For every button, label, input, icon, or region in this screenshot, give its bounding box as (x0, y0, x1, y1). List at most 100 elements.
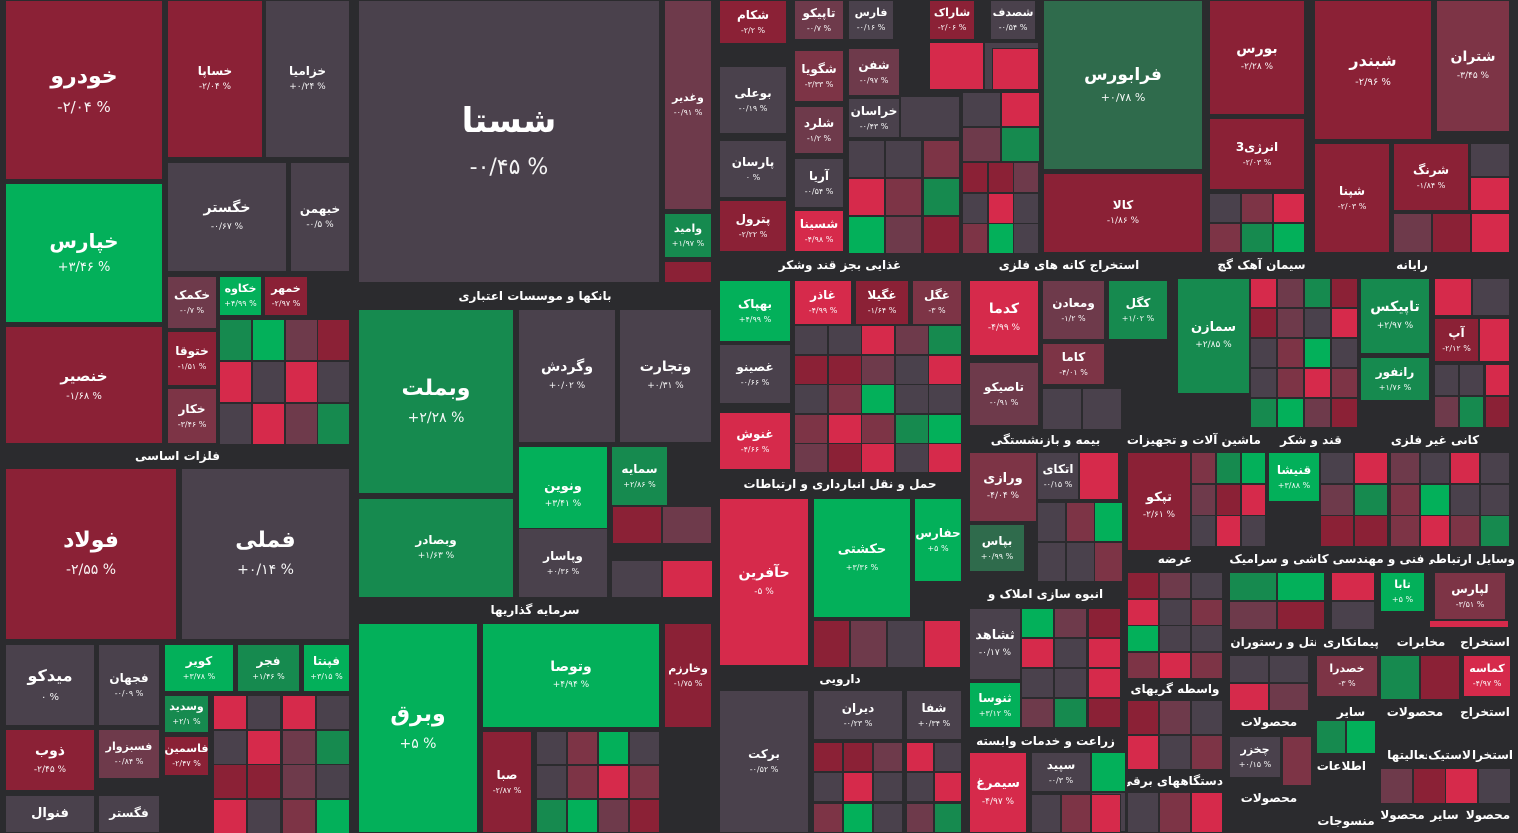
stock-tile-small[interactable] (1127, 735, 1159, 770)
stock-tile-small[interactable] (895, 355, 929, 385)
stock-tile[interactable]: شکام -۲/۲ % (719, 0, 787, 44)
stock-tile-small[interactable] (213, 799, 247, 833)
stock-tile-small[interactable] (828, 384, 862, 414)
stock-tile[interactable]: کماسه -۴/۹۷ % (1463, 655, 1511, 697)
stock-tile-small[interactable] (1320, 515, 1354, 547)
stock-tile-small[interactable] (988, 223, 1014, 254)
stock-tile[interactable]: شسینا -۴/۹۸ % (794, 210, 844, 252)
stock-tile-small[interactable] (1331, 601, 1375, 630)
stock-tile-small[interactable] (285, 319, 318, 361)
stock-tile[interactable]: آپ -۲/۱۲ % (1434, 318, 1479, 362)
stock-tile-small[interactable] (1277, 601, 1325, 630)
stock-tile-small[interactable] (629, 765, 660, 799)
stock-tile[interactable]: خمهر -۲/۹۷ % (264, 276, 308, 316)
stock-tile-small[interactable] (1346, 720, 1376, 754)
stock-tile-small[interactable] (962, 223, 988, 254)
stock-tile-small[interactable] (219, 361, 252, 403)
stock-tile-small[interactable] (316, 695, 350, 730)
stock-tile-small[interactable] (923, 178, 960, 216)
stock-tile[interactable]: آریا -۰/۵۴ % (794, 158, 844, 208)
stock-tile-small[interactable] (988, 193, 1014, 224)
stock-tile[interactable]: تابا +۵ % (1380, 572, 1425, 612)
stock-tile-small[interactable] (219, 403, 252, 445)
stock-tile-small[interactable] (1021, 698, 1054, 728)
stock-tile-small[interactable] (1191, 599, 1223, 626)
stock-tile-small[interactable] (1001, 127, 1040, 162)
stock-tile-small[interactable] (885, 178, 922, 216)
stock-tile-small[interactable] (536, 731, 567, 765)
stock-tile-small[interactable] (1429, 620, 1509, 628)
stock-tile[interactable]: فجر +۱/۴۶ % (237, 644, 300, 692)
stock-tile-small[interactable] (861, 384, 895, 414)
stock-tile-small[interactable] (1320, 452, 1354, 484)
stock-tile-small[interactable] (1434, 396, 1459, 428)
stock-tile[interactable]: فارس -۰/۱۶ % (848, 0, 894, 40)
stock-tile[interactable]: حآفرین -۵ % (719, 498, 809, 666)
stock-tile-small[interactable] (1159, 572, 1191, 599)
stock-tile-small[interactable] (1054, 608, 1087, 638)
stock-tile-small[interactable] (992, 48, 1039, 90)
stock-tile-small[interactable] (1094, 542, 1123, 582)
stock-tile-small[interactable] (885, 216, 922, 254)
stock-tile-small[interactable] (1082, 388, 1122, 430)
stock-tile-small[interactable] (1434, 278, 1472, 316)
stock-tile-small[interactable] (1304, 398, 1331, 428)
stock-tile-small[interactable] (1445, 768, 1478, 804)
stock-tile[interactable]: خگستر -۰/۶۷ % (167, 162, 287, 272)
stock-tile-small[interactable] (1216, 515, 1241, 547)
stock-tile[interactable]: شرنگ -۱/۸۴ % (1393, 143, 1469, 211)
stock-tile[interactable]: پارسان ۰ % (719, 140, 787, 198)
stock-tile-small[interactable] (794, 414, 828, 444)
stock-tile-small[interactable] (887, 620, 924, 668)
stock-tile-small[interactable] (861, 443, 895, 473)
stock-tile-small[interactable] (629, 731, 660, 765)
stock-tile-small[interactable] (1191, 700, 1223, 735)
stock-tile-small[interactable] (928, 414, 962, 444)
stock-tile[interactable]: کویر +۳/۷۸ % (164, 644, 234, 692)
stock-tile[interactable]: برکت -۰/۵۲ % (719, 690, 809, 833)
stock-tile-small[interactable] (252, 319, 285, 361)
stock-tile[interactable]: فسبزوار -۰/۸۴ % (98, 729, 160, 779)
stock-tile[interactable]: دیران -۰/۲۳ % (813, 690, 903, 740)
stock-tile-small[interactable] (1450, 515, 1480, 547)
stock-tile-small[interactable] (1127, 599, 1159, 626)
stock-tile[interactable]: شگویا -۳/۳۳ % (794, 50, 844, 102)
stock-tile-small[interactable] (843, 772, 873, 802)
stock-tile-small[interactable] (611, 560, 662, 598)
stock-tile-small[interactable] (813, 772, 843, 802)
stock-tile-small[interactable] (598, 765, 629, 799)
stock-tile-small[interactable] (282, 799, 316, 833)
stock-tile-small[interactable] (1269, 683, 1309, 711)
stock-tile-small[interactable] (213, 764, 247, 799)
stock-tile-small[interactable] (962, 92, 1001, 127)
stock-tile-small[interactable] (1191, 572, 1223, 599)
stock-tile-small[interactable] (1277, 368, 1304, 398)
stock-tile[interactable]: خکاوه +۴/۹۹ % (219, 276, 262, 316)
stock-tile[interactable]: سمایه +۲/۸۶ % (611, 446, 668, 506)
stock-tile-small[interactable] (1229, 601, 1277, 630)
stock-tile-small[interactable] (1420, 655, 1460, 700)
stock-tile[interactable]: تاصیکو -۰/۹۱ % (969, 362, 1039, 426)
stock-tile-small[interactable] (536, 765, 567, 799)
stock-tile-small[interactable] (1250, 338, 1277, 368)
stock-tile-small[interactable] (1031, 794, 1061, 833)
stock-tile-small[interactable] (962, 193, 988, 224)
stock-tile-small[interactable] (895, 414, 929, 444)
stock-tile-small[interactable] (1478, 768, 1511, 804)
stock-tile-small[interactable] (1420, 452, 1450, 484)
stock-tile[interactable]: شلرد -۱/۲ % (794, 106, 844, 154)
stock-tile-small[interactable] (1470, 177, 1510, 211)
stock-tile-small[interactable] (1021, 608, 1054, 638)
stock-tile-small[interactable] (1127, 652, 1159, 679)
stock-tile-small[interactable] (1159, 792, 1191, 833)
stock-tile[interactable]: غگل -۳ % (912, 280, 962, 325)
stock-tile-small[interactable] (252, 403, 285, 445)
stock-tile[interactable]: غصینو -۰/۶۶ % (719, 344, 791, 404)
stock-tile[interactable]: فگستر (98, 795, 160, 833)
stock-tile-small[interactable] (282, 764, 316, 799)
stock-tile-small[interactable] (1420, 484, 1450, 516)
stock-tile-small[interactable] (813, 803, 843, 833)
stock-tile-small[interactable] (1021, 638, 1054, 668)
stock-tile-small[interactable] (900, 96, 960, 138)
stock-tile[interactable]: وگردش +۰/۰۲ % (518, 309, 616, 443)
